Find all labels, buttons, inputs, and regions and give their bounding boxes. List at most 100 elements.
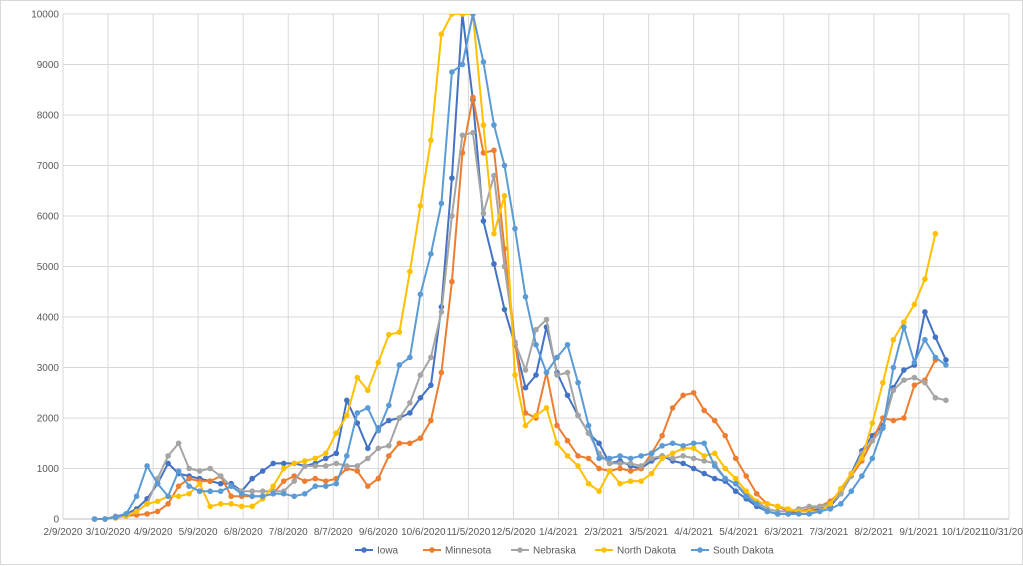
data-point-north-dakota <box>859 455 865 462</box>
data-point-minnesota <box>669 405 676 411</box>
data-point-north-dakota <box>722 465 728 472</box>
data-point-south-dakota <box>312 483 319 489</box>
data-point-iowa <box>922 309 928 315</box>
data-point-nebraska <box>428 354 434 361</box>
data-point-north-dakota <box>659 455 665 462</box>
data-point-nebraska <box>690 455 697 462</box>
data-point-minnesota <box>585 455 592 462</box>
data-point-south-dakota <box>144 463 150 469</box>
data-point-iowa <box>901 367 907 373</box>
data-point-north-dakota <box>238 503 245 510</box>
x-tick-label: 7/3/2021 <box>809 527 848 538</box>
data-point-iowa <box>249 475 255 482</box>
data-point-nebraska <box>943 397 949 404</box>
data-point-minnesota <box>438 369 445 376</box>
series-south-dakota <box>91 14 949 522</box>
data-point-nebraska <box>501 263 508 270</box>
data-point-nebraska <box>648 455 655 462</box>
data-point-north-dakota <box>312 455 319 462</box>
data-point-iowa <box>344 397 350 404</box>
data-point-minnesota <box>186 475 192 482</box>
legend-label: South Dakota <box>713 546 774 557</box>
data-point-nebraska <box>901 377 907 383</box>
data-point-south-dakota <box>890 364 897 371</box>
data-point-south-dakota <box>449 69 455 75</box>
data-point-minnesota <box>890 417 897 424</box>
data-point-minnesota <box>165 501 171 507</box>
data-point-nebraska <box>911 374 918 381</box>
data-point-minnesota <box>575 453 581 459</box>
data-point-south-dakota <box>785 511 792 517</box>
data-point-south-dakota <box>627 455 634 462</box>
data-point-north-dakota <box>732 475 739 482</box>
data-point-south-dakota <box>344 453 350 459</box>
data-point-north-dakota <box>301 458 308 464</box>
data-point-north-dakota <box>491 230 497 237</box>
data-point-minnesota <box>175 483 182 489</box>
data-point-minnesota <box>449 278 455 285</box>
data-point-south-dakota <box>617 453 623 459</box>
data-point-south-dakota <box>522 294 529 300</box>
data-point-north-dakota <box>543 405 550 411</box>
data-point-nebraska <box>638 463 644 469</box>
data-point-nebraska <box>175 440 182 447</box>
data-point-iowa <box>596 440 602 447</box>
data-point-north-dakota <box>932 230 939 237</box>
data-point-north-dakota <box>585 480 592 487</box>
data-point-south-dakota <box>911 359 918 366</box>
data-point-iowa <box>501 306 508 313</box>
data-point-south-dakota <box>428 251 434 257</box>
data-point-iowa <box>711 475 718 482</box>
series-nebraska <box>91 129 949 522</box>
data-point-nebraska <box>575 412 581 419</box>
data-point-nebraska <box>701 458 707 464</box>
data-point-south-dakota <box>806 511 813 517</box>
y-tick-label: 8000 <box>37 111 60 122</box>
data-point-south-dakota <box>365 405 371 411</box>
data-point-south-dakota <box>291 493 298 500</box>
data-point-nebraska <box>344 463 350 469</box>
data-point-iowa <box>449 175 455 181</box>
x-tick-label: 11/5/2020 <box>447 527 491 538</box>
data-point-nebraska <box>207 465 213 472</box>
data-point-north-dakota <box>417 203 424 209</box>
x-tick-label: 6/8/2020 <box>224 527 263 538</box>
data-point-south-dakota <box>154 480 161 487</box>
data-point-south-dakota <box>922 336 928 343</box>
data-point-nebraska <box>922 379 928 386</box>
y-tick-label: 7000 <box>37 161 60 172</box>
data-point-south-dakota <box>533 341 539 348</box>
data-point-north-dakota <box>207 503 213 510</box>
data-point-nebraska <box>196 468 203 474</box>
series-line-south-dakota <box>94 14 947 520</box>
data-point-south-dakota <box>701 440 707 447</box>
data-point-north-dakota <box>133 508 140 515</box>
x-tick-label: 8/2/2021 <box>854 527 893 538</box>
data-point-minnesota <box>365 483 371 489</box>
data-point-minnesota <box>732 455 739 462</box>
data-point-south-dakota <box>669 440 676 447</box>
data-point-minnesota <box>722 432 728 439</box>
data-point-south-dakota <box>417 291 424 298</box>
x-tick-label: 8/7/2020 <box>314 527 353 538</box>
data-point-minnesota <box>491 147 497 154</box>
data-point-south-dakota <box>901 324 907 330</box>
x-tick-label: 10/6/2020 <box>401 527 446 538</box>
data-point-north-dakota <box>869 420 876 426</box>
data-point-south-dakota <box>386 402 392 409</box>
data-point-south-dakota <box>564 341 571 348</box>
data-point-nebraska <box>249 488 255 495</box>
data-point-nebraska <box>480 210 487 217</box>
data-point-north-dakota <box>249 503 255 510</box>
data-point-nebraska <box>322 463 329 469</box>
data-point-north-dakota <box>154 498 161 505</box>
data-point-nebraska <box>543 316 550 323</box>
data-point-north-dakota <box>764 501 771 507</box>
data-point-nebraska <box>217 473 224 479</box>
x-tick-label: 5/4/2021 <box>719 527 758 538</box>
legend-label: Minnesota <box>445 546 492 557</box>
data-point-north-dakota <box>606 468 613 474</box>
data-point-minnesota <box>322 478 329 484</box>
data-point-north-dakota <box>690 445 697 452</box>
